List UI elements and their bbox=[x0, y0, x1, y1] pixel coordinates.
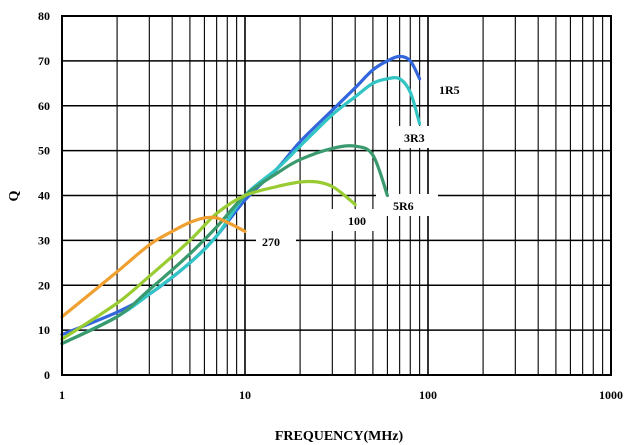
y-tick-label: 20 bbox=[38, 278, 50, 292]
x-tick-label: 100 bbox=[419, 388, 437, 402]
y-tick-label: 80 bbox=[38, 9, 50, 23]
label-box bbox=[376, 194, 438, 216]
y-tick-label: 70 bbox=[38, 54, 50, 68]
series-label-3R3: 3R3 bbox=[404, 131, 425, 145]
plot-frame bbox=[61, 15, 612, 376]
y-tick-label: 30 bbox=[38, 233, 50, 247]
series-label-270: 270 bbox=[262, 235, 280, 249]
series-line-5R6 bbox=[60, 144, 389, 346]
y-tick-label: 10 bbox=[38, 323, 50, 337]
label-box bbox=[430, 78, 472, 102]
series-label-100: 100 bbox=[348, 214, 366, 228]
y-tick-label: 60 bbox=[38, 99, 50, 113]
x-axis-title: FREQUENCY(MHz) bbox=[275, 429, 404, 444]
series-lines bbox=[60, 54, 422, 346]
label-box bbox=[318, 209, 378, 231]
y-tick-label: 50 bbox=[38, 144, 50, 158]
y-tick-label: 0 bbox=[44, 368, 50, 382]
x-tick-label: 1000 bbox=[599, 388, 623, 402]
series-line-270 bbox=[60, 215, 247, 319]
series-line-100 bbox=[60, 179, 357, 341]
x-tick-label: 1 bbox=[59, 388, 65, 402]
series-labels: 1R5 3R3 5R6 100 270 bbox=[262, 83, 460, 249]
series-line-3R3 bbox=[60, 76, 422, 346]
series-label-1R5: 1R5 bbox=[439, 83, 460, 97]
label-box bbox=[256, 230, 296, 252]
label-box bbox=[390, 126, 438, 148]
y-axis-title: Q bbox=[7, 190, 22, 201]
y-tick-label: 40 bbox=[38, 189, 50, 203]
plot-border bbox=[61, 15, 612, 376]
x-tick-label: 10 bbox=[239, 388, 251, 402]
label-boxes bbox=[256, 78, 472, 252]
tick-labels: 1 10 100 1000 0 10 20 30 40 50 60 70 80 bbox=[38, 9, 623, 402]
series-label-5R6: 5R6 bbox=[393, 199, 414, 213]
